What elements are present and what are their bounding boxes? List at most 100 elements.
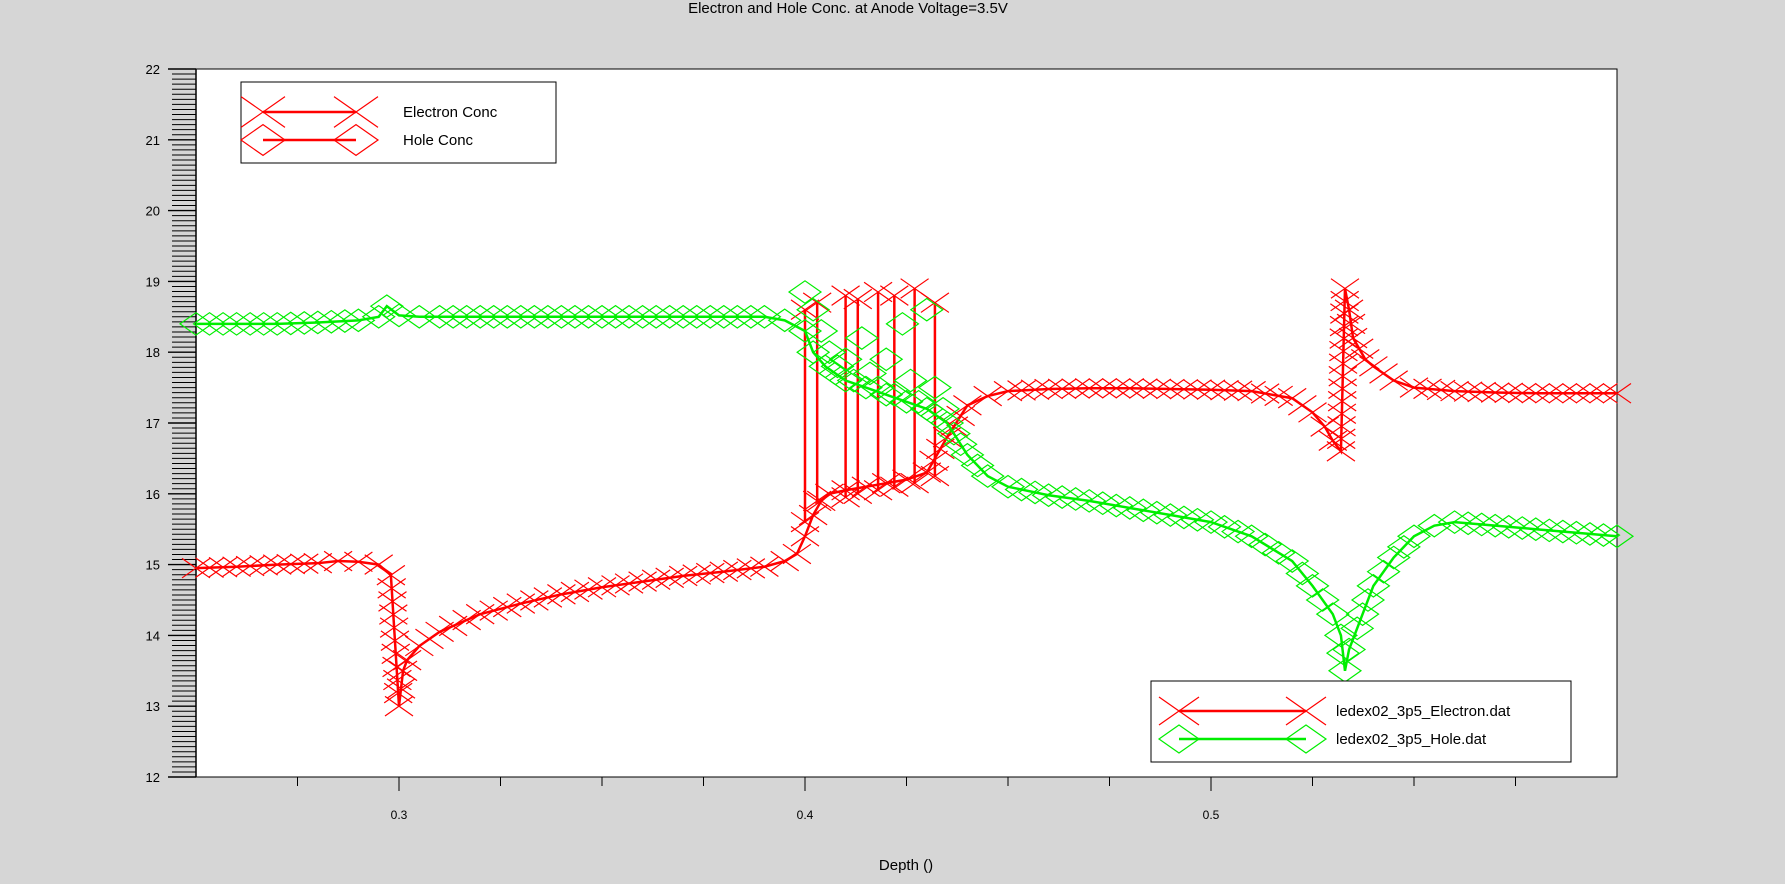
hole-point-marker [1586, 523, 1621, 548]
y-tick-label: 21 [146, 133, 160, 148]
hole-point-marker [747, 304, 782, 329]
electron-point-marker [222, 556, 251, 578]
hole-point-marker [950, 442, 985, 467]
hole-point-marker [1559, 520, 1594, 545]
electron-point-marker [815, 483, 844, 505]
electron-spike-marker [863, 281, 893, 303]
electron-point-marker [289, 553, 319, 574]
hole-point-marker [970, 464, 1005, 489]
electron-point-marker [344, 551, 373, 573]
electron-point-marker [912, 462, 942, 483]
hole-scatter-marker [861, 375, 896, 400]
electron-point-marker [1344, 338, 1374, 359]
hole-point-marker [1331, 637, 1367, 662]
electron-point-marker [1318, 430, 1348, 451]
hole-point-marker [449, 304, 484, 329]
x-axis-label: Depth () [879, 857, 933, 874]
hole-point-marker [1018, 480, 1053, 505]
electron-point-marker [1467, 381, 1497, 403]
hole-point-marker [733, 304, 768, 329]
hole-point-marker [1545, 519, 1580, 544]
hole-scatter-marker [877, 382, 912, 407]
hole-scatter-marker [844, 326, 879, 350]
hole-point-marker [1505, 516, 1540, 540]
hole-point-marker [1417, 513, 1452, 538]
electron-point-marker [1101, 378, 1131, 399]
hole-point-marker [1139, 500, 1174, 525]
electron-point-marker [736, 558, 766, 579]
electron-point-marker [1399, 377, 1429, 398]
legend-x-marker [1285, 696, 1327, 726]
series-layer [178, 278, 1635, 717]
hole-point-marker [361, 304, 396, 329]
hole-point-marker [341, 308, 376, 333]
hole-point-marker [287, 311, 322, 335]
hole-point-marker [233, 311, 268, 336]
electron-point-marker [993, 380, 1023, 402]
electron-point-marker [1210, 379, 1239, 401]
electron-point-marker [1115, 378, 1145, 399]
electron-point-marker [1589, 382, 1618, 404]
hole-point-marker [1180, 507, 1215, 532]
hole-point-marker [1437, 510, 1472, 535]
legend-label: Hole Conc [403, 132, 474, 149]
electron-point-marker [953, 395, 982, 416]
legend-x-marker [1158, 696, 1200, 726]
electron-point-marker [798, 504, 828, 526]
hole-point-marker [960, 453, 995, 478]
hole-scatter-marker [925, 396, 961, 421]
legend-diamond-marker [239, 123, 287, 157]
axes: 12 13 14 15 16 17 18 19 20 21 22 0.3 0.4 0.5 [146, 62, 1516, 822]
electron-point-marker [1602, 382, 1632, 404]
electron-spike-marker [831, 487, 860, 508]
hole-point-marker [639, 304, 674, 329]
electron-point-marker [384, 695, 414, 717]
y-tick-label: 13 [146, 699, 160, 714]
electron-point-marker [614, 573, 644, 594]
legend-x-marker [240, 96, 286, 128]
electron-spike-marker [831, 285, 860, 306]
electron-point-marker [1440, 380, 1469, 402]
hole-point-marker [1058, 487, 1093, 511]
hole-scatter-marker [820, 354, 855, 379]
hole-point-marker [612, 304, 647, 329]
hole-point-marker [787, 319, 823, 343]
hole-point-marker [679, 304, 714, 329]
electron-spike-marker [920, 465, 950, 487]
hole-point-marker [1166, 505, 1201, 530]
electron-point-marker [1507, 382, 1537, 404]
hole-point-marker [584, 304, 620, 329]
electron-point-marker [235, 555, 265, 577]
hole-scatter-marker [812, 340, 847, 365]
hole-point-marker [1153, 503, 1188, 527]
electron-point-marker [892, 469, 921, 490]
electron-spike-marker [879, 285, 909, 306]
electron-point-marker [1034, 378, 1063, 400]
electron-point-marker [1480, 382, 1510, 403]
electron-point-marker [386, 678, 416, 699]
hole-point-marker [544, 304, 579, 329]
hole-point-marker [720, 304, 755, 329]
hole-point-marker [1305, 588, 1340, 612]
electron-point-marker [1047, 378, 1077, 400]
hole-point-marker [1327, 658, 1363, 683]
hole-scatter-marker [893, 368, 928, 393]
hole-scatter-marker [787, 280, 823, 304]
hole-point-marker [300, 310, 335, 335]
hole-point-marker [1221, 519, 1256, 544]
hole-point-marker [1275, 549, 1310, 573]
legend-label: ledex02_3p5_Hole.dat [1336, 731, 1487, 748]
hole-point-marker [1193, 510, 1229, 535]
hole-point-marker [246, 311, 281, 336]
hole-point-marker [192, 311, 227, 336]
electron-point-marker [722, 559, 752, 581]
electron-series [181, 278, 1632, 717]
hole-point-marker [206, 311, 241, 336]
legend-x-marker [333, 96, 379, 128]
electron-spike-marker [802, 490, 832, 512]
electron-point-marker [1142, 378, 1172, 400]
y-tick-label: 14 [146, 628, 160, 643]
electron-point-marker [1562, 382, 1591, 404]
